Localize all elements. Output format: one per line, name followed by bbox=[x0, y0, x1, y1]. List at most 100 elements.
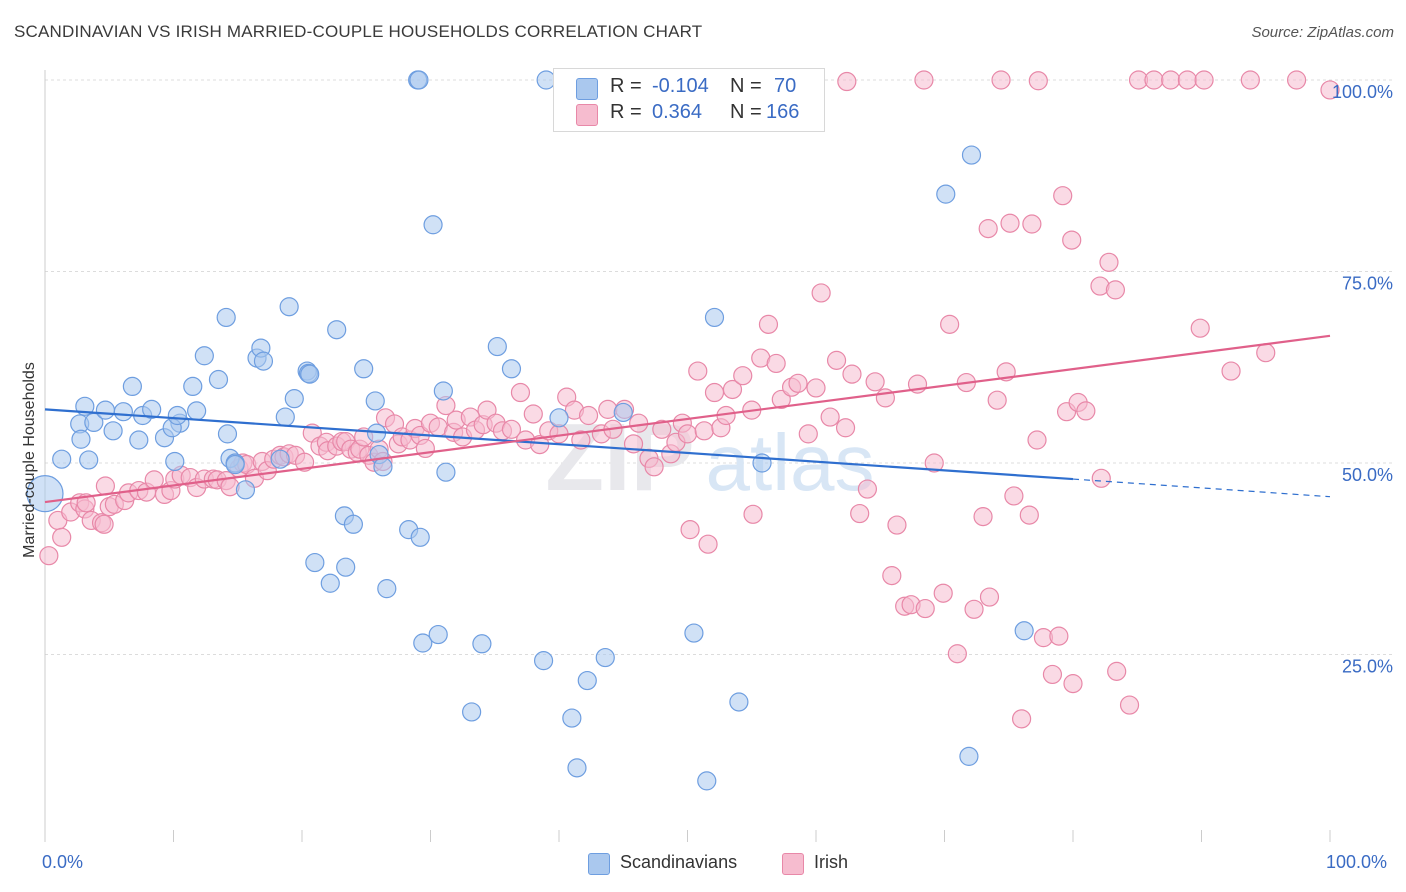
irish-point bbox=[1161, 70, 1181, 90]
irish-point bbox=[694, 421, 714, 441]
x-tick-label-max: 100.0% bbox=[1326, 852, 1388, 872]
irish-point bbox=[1042, 664, 1063, 685]
irish-point bbox=[835, 418, 856, 438]
irish-point bbox=[826, 350, 847, 370]
irish-point bbox=[1053, 186, 1073, 206]
irish-point bbox=[857, 479, 878, 499]
irish-point bbox=[1028, 71, 1048, 91]
irish-point bbox=[1240, 70, 1260, 90]
irish-point bbox=[987, 390, 1007, 410]
irish-point bbox=[820, 407, 840, 427]
irish-point bbox=[1091, 468, 1111, 488]
irish-point bbox=[924, 453, 944, 473]
scandinavian-point bbox=[275, 407, 295, 427]
irish-point bbox=[1004, 486, 1024, 506]
scandinavian-point bbox=[279, 297, 299, 317]
scandinavian-point bbox=[413, 633, 433, 653]
irish-point bbox=[39, 546, 59, 566]
scandinavian-point bbox=[235, 480, 256, 500]
y-tick-label: 50.0% bbox=[1342, 465, 1393, 485]
scandinavian-point bbox=[253, 351, 274, 371]
irish-point bbox=[94, 514, 114, 534]
gridlines bbox=[45, 79, 1395, 655]
scandinavian-point bbox=[129, 430, 149, 450]
scandinavian-point bbox=[365, 391, 385, 411]
legend-r-value-irish: 0.364 bbox=[652, 101, 703, 123]
legend-n-value-scandinavians: 70 bbox=[774, 75, 797, 97]
irish-point bbox=[629, 413, 649, 433]
scandinavian-point bbox=[433, 381, 453, 401]
irish-point bbox=[1022, 214, 1042, 234]
scandinavian-point bbox=[225, 454, 245, 475]
bottom-legend-label-scandinavians: Scandinavians bbox=[620, 852, 738, 872]
irish-point bbox=[644, 457, 664, 477]
irish-point bbox=[1099, 252, 1119, 272]
irish-point bbox=[1286, 70, 1307, 90]
scandinavian-point bbox=[729, 692, 749, 712]
irish-point bbox=[1107, 661, 1127, 681]
irish-point bbox=[1063, 674, 1083, 694]
scandinavian-point bbox=[410, 527, 430, 547]
scandinavian-point bbox=[409, 70, 429, 90]
scandinavian-point bbox=[216, 307, 236, 328]
scandinavian-point bbox=[472, 634, 492, 654]
irish-point bbox=[578, 405, 599, 426]
scandinavian-point bbox=[270, 449, 290, 469]
irish-point bbox=[1256, 343, 1276, 363]
scandinavian-point bbox=[217, 424, 238, 444]
irish-point bbox=[964, 599, 984, 619]
irish-point bbox=[1320, 80, 1340, 100]
scandinavian-point bbox=[122, 376, 142, 396]
scandinavian-point bbox=[533, 651, 554, 671]
irish-point bbox=[1194, 70, 1214, 90]
legend-box: R = -0.104 N = 70 R = 0.364 N = 166 bbox=[553, 68, 825, 132]
irish-point bbox=[914, 70, 934, 90]
scandinavian-point bbox=[95, 400, 115, 420]
irish-point bbox=[688, 361, 708, 381]
scandinavian-point bbox=[194, 346, 214, 366]
scandinavian-point bbox=[428, 624, 448, 645]
irish-point bbox=[788, 373, 808, 393]
trend-lines bbox=[44, 334, 1331, 504]
y-axis-label-wrap: Married-couple Households bbox=[15, 330, 45, 590]
irish-point bbox=[1177, 70, 1197, 90]
irish-point bbox=[1019, 505, 1039, 525]
irish-point bbox=[510, 382, 531, 403]
y-tick-label: 100.0% bbox=[1332, 82, 1393, 102]
irish-point bbox=[850, 503, 870, 524]
bottom-legend-swatch-irish bbox=[782, 853, 804, 875]
scandinavian-point bbox=[336, 557, 356, 577]
irish-point bbox=[1221, 361, 1241, 381]
scandinavian-trend-extension bbox=[1072, 478, 1331, 498]
chart-title: SCANDINAVIAN VS IRISH MARRIED-COUPLE HOU… bbox=[14, 22, 703, 41]
scandinavian-point bbox=[462, 702, 482, 722]
scandinavian-point bbox=[320, 573, 340, 593]
scandinavian-point bbox=[26, 475, 64, 513]
irish-point bbox=[865, 372, 885, 392]
scandinavian-point bbox=[71, 429, 91, 449]
legend-n-label: N = bbox=[730, 75, 762, 97]
irish-point bbox=[766, 353, 786, 374]
legend-r-label: R = bbox=[610, 75, 642, 97]
scandinavian-point bbox=[284, 389, 304, 409]
irish-point bbox=[523, 404, 543, 424]
bottom-legend-label-irish: Irish bbox=[814, 852, 849, 872]
scandinavian-point bbox=[577, 670, 597, 691]
scandinavian-point bbox=[487, 336, 507, 357]
scandinavian-point bbox=[567, 758, 587, 778]
irish-point bbox=[598, 399, 618, 419]
scandinavian-point bbox=[79, 450, 99, 470]
irish-point bbox=[1105, 280, 1126, 300]
scandinavian-point bbox=[167, 405, 187, 426]
irish-point bbox=[973, 507, 993, 527]
scandinavian-point bbox=[549, 408, 569, 428]
irish-point bbox=[933, 583, 953, 603]
scandinavian-point bbox=[300, 364, 320, 384]
irish-point bbox=[1190, 318, 1210, 338]
scandinavian-point bbox=[354, 359, 374, 379]
irish-point bbox=[501, 419, 522, 439]
irish-point bbox=[680, 520, 700, 540]
irish-point bbox=[1076, 401, 1096, 421]
legend-r-label: R = bbox=[610, 101, 642, 123]
